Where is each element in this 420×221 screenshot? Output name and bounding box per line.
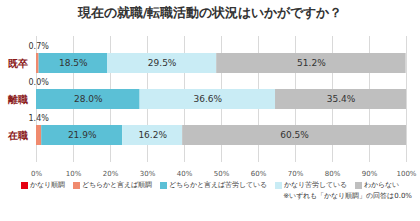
html-text:どちらかと言えば苦労している: どちらかと言えば苦労している [169,181,267,189]
svg-text:18.5%: 18.5% [59,58,88,68]
svg-text:50%: 50% [214,170,230,178]
svg-text:0.0%: 0.0% [29,78,50,87]
svg-text:20%: 20% [103,170,119,178]
svg-text:在職: 在職 [7,130,28,141]
svg-text:10%: 10% [66,170,82,178]
svg-text:60%: 60% [251,170,267,178]
html-text:現在の就職/転職活動の状況はいかがですか？: 現在の就職/転職活動の状況はいかがですか？ [77,5,343,20]
svg-text:51.2%: 51.2% [297,58,326,68]
svg-text:100%: 100% [396,170,416,178]
svg-text:0%: 0% [31,170,42,178]
svg-text:1.4%: 1.4% [29,114,50,123]
svg-text:80%: 80% [325,170,341,178]
svg-text:離職: 離職 [7,94,28,105]
html-text:かなり苦労している: かなり苦労している [284,181,347,189]
html-text:わからない: わからない [364,181,399,189]
svg-text:21.9%: 21.9% [68,130,97,140]
svg-text:0.7%: 0.7% [29,42,50,51]
svg-text:70%: 70% [288,170,304,178]
svg-text:28.0%: 28.0% [74,94,103,104]
svg-text:35.4%: 35.4% [327,94,356,104]
svg-text:既卒: 既卒 [8,58,28,69]
svg-text:36.6%: 36.6% [194,94,223,104]
html-text:かなり順調: かなり順調 [30,181,65,189]
svg-text:16.2%: 16.2% [138,130,167,140]
svg-text:40%: 40% [177,170,193,178]
svg-text:29.5%: 29.5% [148,58,177,68]
svg-text:30%: 30% [140,170,156,178]
svg-text:90%: 90% [362,170,378,178]
svg-text:60.5%: 60.5% [280,130,309,140]
html-text:※いずれも「かなり順調」の回答は0.0%: ※いずれも「かなり順調」の回答は0.0% [283,192,412,200]
html-text:どちらかと言えば順調: どちらかと言えば順調 [82,181,152,189]
